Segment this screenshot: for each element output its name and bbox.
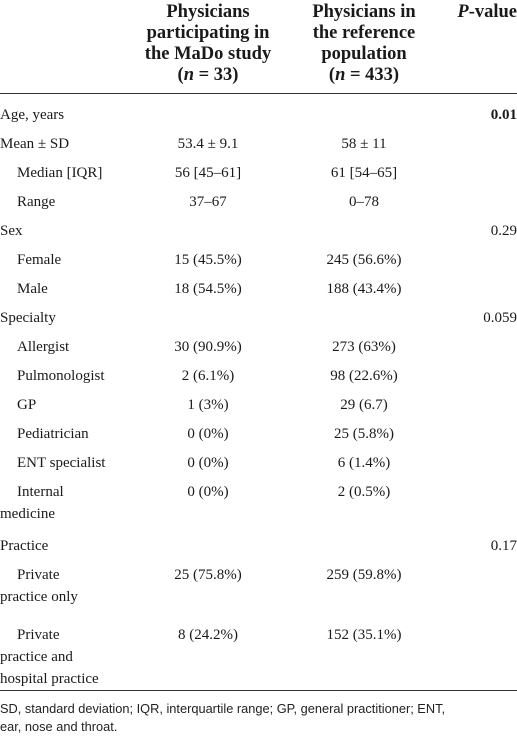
cell-mado	[128, 307, 288, 336]
cell-pvalue	[440, 162, 517, 191]
cell-mado: 53.4 ± 9.1	[177, 136, 239, 152]
table-row: Male 18 (54.5%) 188 (43.4%)	[0, 278, 517, 307]
cell-pvalue	[440, 452, 517, 481]
cell-pvalue	[440, 249, 517, 278]
cell-mado	[128, 535, 288, 564]
cell-mado: 37–67	[189, 194, 227, 210]
cell-reference	[288, 307, 440, 336]
table-row: Mean ± SD 53.4 ± 9.1 58 ± 11	[0, 133, 517, 162]
demographics-table: Physicians participating in the MaDo stu…	[0, 0, 517, 691]
cell-mado	[128, 220, 288, 249]
row-label: Mean ± SD	[0, 136, 70, 152]
cell-pvalue: 0.29	[490, 223, 517, 239]
row-label: Private practice only	[0, 567, 78, 605]
cell-reference	[288, 94, 440, 134]
table-row: ENT specialist 0 (0%) 6 (1.4%)	[0, 452, 517, 481]
row-label: Allergist	[17, 339, 70, 355]
cell-reference: 188 (43.4%)	[326, 281, 402, 297]
header-label-column	[0, 0, 128, 94]
row-label: Internal medicine	[0, 484, 64, 522]
cell-pvalue	[440, 564, 517, 618]
cell-mado: 25 (75.8%)	[174, 567, 242, 583]
cell-reference: 29 (6.7)	[340, 397, 388, 413]
cell-reference: 25 (5.8%)	[334, 426, 394, 442]
table-footnote: SD, standard deviation; IQR, interquarti…	[0, 700, 517, 736]
cell-pvalue	[440, 191, 517, 220]
cell-mado: 18 (54.5%)	[174, 281, 242, 297]
cell-reference: 61 [54–65]	[330, 165, 398, 181]
header-mado-column: Physicians participating in the MaDo stu…	[144, 2, 272, 85]
table-row: Age, years 0.01	[0, 94, 517, 134]
cell-mado: 15 (45.5%)	[174, 252, 242, 268]
row-label: Age, years	[0, 107, 65, 123]
table-header-row: Physicians participating in the MaDo stu…	[0, 0, 517, 94]
table-row: Median [IQR] 56 [45–61] 61 [54–65]	[0, 162, 517, 191]
row-label: Private practice and hospital practice	[0, 627, 99, 687]
footnote-line: ear, nose and throat.	[0, 719, 118, 734]
cell-reference	[288, 220, 440, 249]
cell-reference: 2 (0.5%)	[337, 484, 391, 500]
cell-mado: 2 (6.1%)	[181, 368, 235, 384]
table-row: Practice 0.17	[0, 535, 517, 564]
cell-mado	[128, 94, 288, 134]
row-label: Practice	[0, 538, 49, 554]
cell-reference: 152 (35.1%)	[326, 627, 402, 643]
table-row: Female 15 (45.5%) 245 (56.6%)	[0, 249, 517, 278]
row-label: ENT specialist	[17, 455, 106, 471]
row-label: Sex	[0, 223, 23, 239]
table-row: Allergist 30 (90.9%) 273 (63%)	[0, 336, 517, 365]
cell-pvalue	[440, 278, 517, 307]
row-label: Specialty	[0, 310, 56, 326]
cell-reference: 273 (63%)	[332, 339, 396, 355]
cell-pvalue	[440, 618, 517, 691]
table-row: Private practice only 25 (75.8%) 259 (59.…	[0, 564, 517, 618]
cell-pvalue: 0.17	[490, 538, 517, 554]
cell-pvalue: 0.059	[483, 310, 517, 326]
cell-mado: 0 (0%)	[187, 426, 229, 442]
header-pvalue-column: P-value	[457, 2, 517, 22]
cell-pvalue	[440, 336, 517, 365]
table-row: Sex 0.29	[0, 220, 517, 249]
header-reference-column: Physicians in the reference population (…	[312, 2, 416, 85]
cell-mado: 30 (90.9%)	[174, 339, 242, 355]
row-label: Range	[17, 194, 56, 210]
footnote-line: SD, standard deviation; IQR, interquarti…	[0, 701, 446, 716]
cell-reference: 259 (59.8%)	[326, 567, 402, 583]
table-row: Range 37–67 0–78	[0, 191, 517, 220]
cell-pvalue	[440, 133, 517, 162]
cell-reference: 0–78	[349, 194, 379, 210]
cell-reference	[288, 535, 440, 564]
cell-mado: 8 (24.2%)	[178, 627, 238, 643]
row-label: Pulmonologist	[17, 368, 105, 384]
cell-pvalue	[440, 365, 517, 394]
cell-mado: 56 [45–61]	[174, 165, 242, 181]
row-label: Female	[17, 252, 62, 268]
cell-mado: 1 (3%)	[187, 397, 229, 413]
demographics-table-container: Physicians participating in the MaDo stu…	[0, 0, 517, 691]
cell-mado: 0 (0%)	[187, 484, 229, 500]
cell-pvalue: 0.01	[490, 107, 517, 123]
table-row: Internal medicine 0 (0%) 2 (0.5%)	[0, 481, 517, 535]
row-label: Median [IQR]	[17, 165, 103, 181]
row-label: Pediatrician	[17, 426, 89, 442]
table-row: Pulmonologist 2 (6.1%) 98 (22.6%)	[0, 365, 517, 394]
cell-reference: 98 (22.6%)	[330, 368, 398, 384]
row-label: Male	[17, 281, 48, 297]
cell-pvalue	[440, 394, 517, 423]
cell-mado: 0 (0%)	[187, 455, 229, 471]
table-row: Pediatrician 0 (0%) 25 (5.8%)	[0, 423, 517, 452]
table-row: Private practice and hospital practice 8 (…	[0, 618, 517, 691]
cell-pvalue	[440, 481, 517, 535]
cell-reference: 6 (1.4%)	[337, 455, 391, 471]
table-row: Specialty 0.059	[0, 307, 517, 336]
cell-reference: 245 (56.6%)	[326, 252, 402, 268]
cell-reference: 58 ± 11	[341, 136, 387, 152]
cell-pvalue	[440, 423, 517, 452]
row-label: GP	[17, 397, 37, 413]
table-row: GP 1 (3%) 29 (6.7)	[0, 394, 517, 423]
